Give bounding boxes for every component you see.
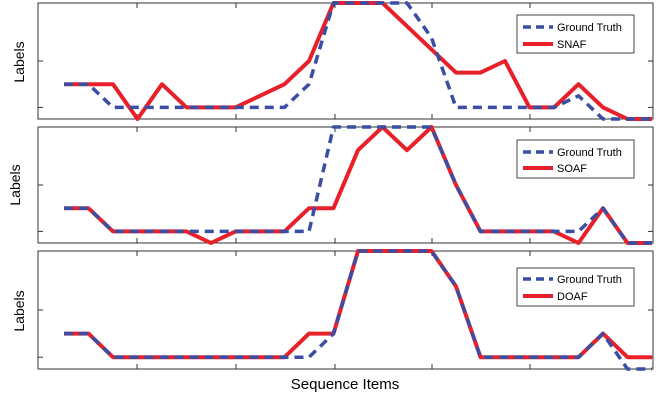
panel-3-legend: Ground Truth DOAF [516, 267, 635, 307]
panel-3-ground-truth-series [64, 249, 652, 371]
panel-1: Labels Ground Truth SNAF [11, 1, 654, 121]
panel-2-legend-label-soaf: SOAF [557, 163, 587, 175]
panel-1-legend: Ground Truth SNAF [516, 14, 635, 54]
panel-3-legend-label-doaf: DOAF [557, 291, 588, 303]
panel-2-legend: Ground Truth SOAF [516, 139, 635, 179]
panel-1-legend-label-snaf: SNAF [557, 39, 587, 51]
panel-2-ylabel: Labels [7, 164, 23, 205]
panel-1-legend-box [516, 14, 635, 54]
panel-1-ticks [38, 3, 653, 119]
panel-1-legend-label-ground-truth: Ground Truth [557, 22, 622, 34]
panel-3-ticks [38, 251, 653, 369]
panel-1-ylabel: Labels [11, 41, 27, 82]
panel-2: Labels Ground Truth SOAF [7, 125, 654, 245]
panel-3-legend-box [516, 267, 635, 307]
panel-2-ticks [38, 127, 653, 243]
panel-1-ground-truth-series [64, 1, 652, 121]
panel-3-ylabel: Labels [11, 290, 27, 331]
panel-3-legend-label-ground-truth: Ground Truth [557, 274, 622, 286]
panel-2-ground-truth-series [64, 125, 652, 245]
panel-2-legend-box [516, 139, 635, 179]
panel-3-ground-truth-line [64, 249, 652, 371]
x-axis-label: Sequence Items [291, 376, 399, 393]
panel-2-ground-truth-line [64, 125, 652, 245]
panel-2-legend-label-ground-truth: Ground Truth [557, 147, 622, 159]
panel-3: Labels Ground Truth DOAF [11, 249, 654, 371]
panel-1-ground-truth-line [64, 1, 652, 121]
